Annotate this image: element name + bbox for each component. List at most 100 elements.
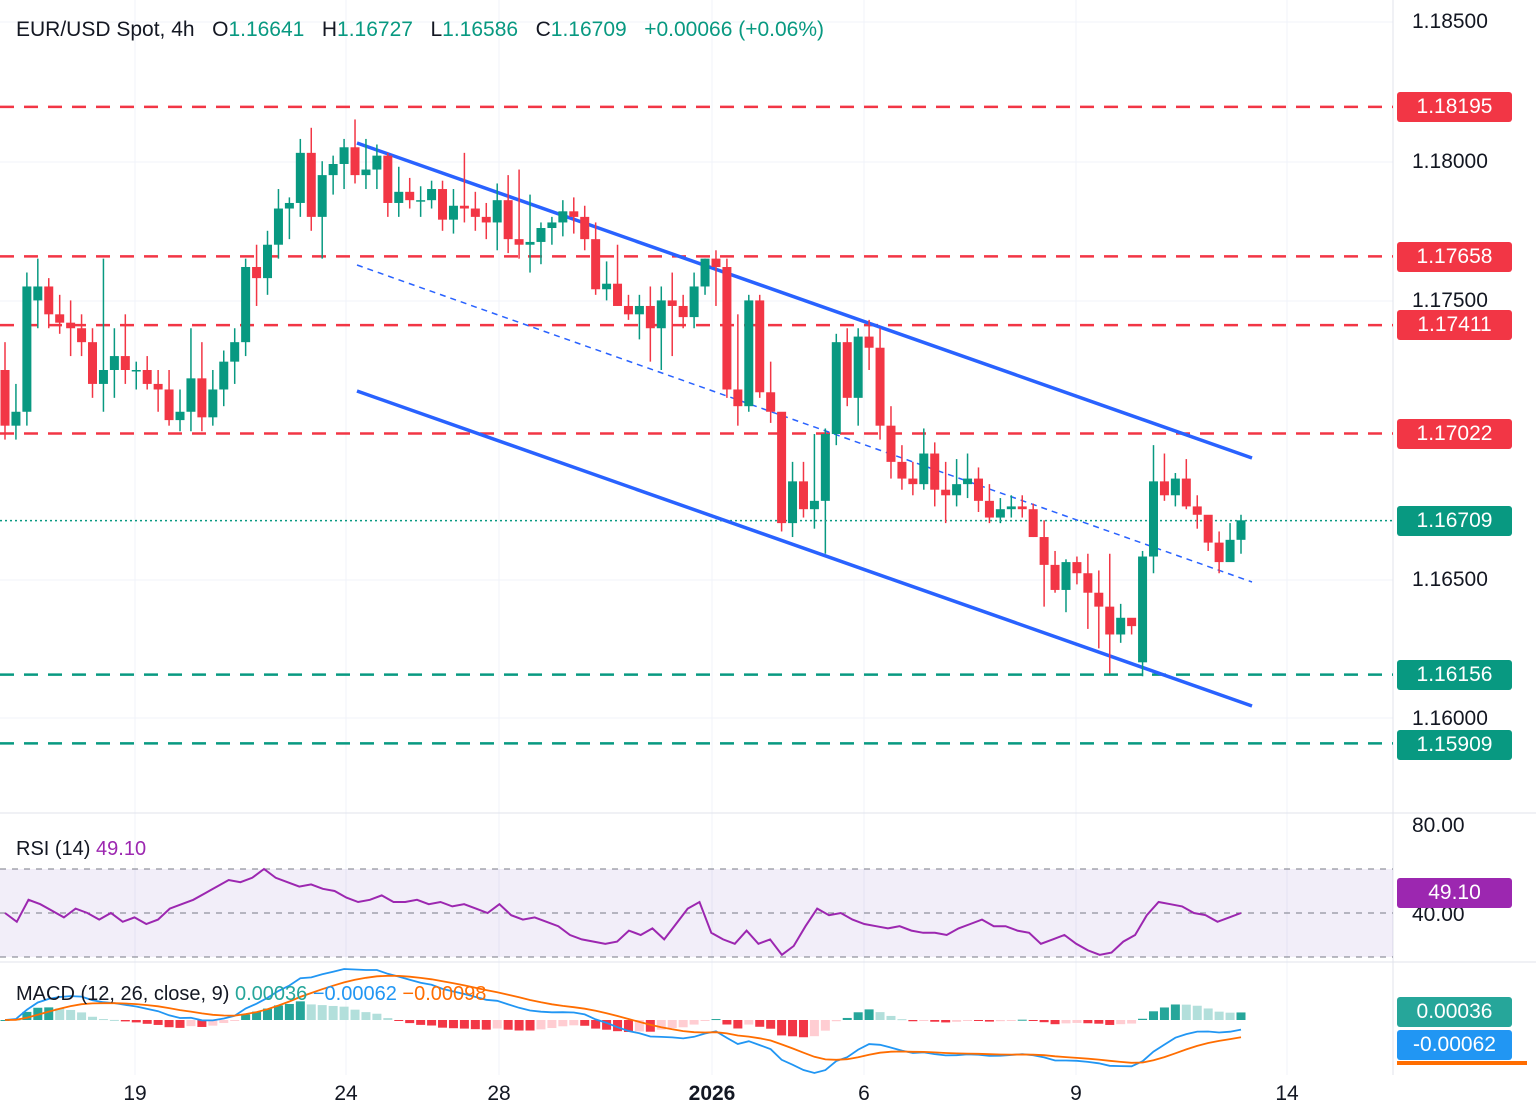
x-axis-label: 2026 [688,1082,736,1105]
close-value: 1.16709 [550,18,627,41]
macd-histogram-bar [186,1020,196,1027]
macd-histogram-bar [416,1020,426,1025]
candle-body [77,328,87,343]
macd-line-tag: -0.00062 [1397,1030,1512,1060]
candle-body [1138,556,1148,663]
x-axis-label: 9 [1070,1082,1082,1105]
candle-body [930,453,940,490]
candle-body [1028,509,1038,538]
candles [0,119,1246,677]
macd-histogram-bar [788,1020,798,1037]
candle-body [142,370,152,384]
candle-body [22,286,32,412]
candle-body [1236,520,1246,540]
candle-body [602,283,612,290]
macd-histogram-bar [208,1020,218,1026]
candle-body [700,258,710,287]
macd-histogram-bar [219,1020,229,1024]
macd-histogram-bar [700,1020,710,1021]
macd-histogram-bar [569,1020,579,1026]
symbol-label[interactable]: EUR/USD Spot, 4h [16,18,195,41]
macd-histogram-bar [689,1020,699,1025]
candle-body [11,411,21,426]
candle-body [372,155,382,170]
macd-histogram-bar [0,1020,10,1021]
macd-histogram-bar [908,1020,918,1022]
candle-body [908,478,918,485]
candle-body [1105,606,1115,635]
candle-body [1050,564,1060,590]
candle-body [755,300,765,393]
macd-histogram-bar [263,1008,273,1020]
macd-histogram-bar [777,1020,787,1036]
macd-histogram-bar [1236,1012,1246,1020]
macd-histogram-bar [1148,1011,1158,1020]
candle-body [831,342,841,435]
macd-histogram-bar [230,1020,240,1021]
change-value: +0.00066 (+0.06%) [644,18,825,41]
macd-histogram-bar [864,1009,874,1020]
candle-body [1181,478,1191,507]
candle-body [973,478,983,501]
horizontal-levels [0,105,1393,745]
candle-body [689,286,699,318]
candle-body [766,392,776,412]
macd-histogram-bar [886,1015,896,1020]
candle-body [842,342,852,398]
candle-body [241,266,251,343]
macd-histogram-bar [1116,1020,1126,1025]
candle-body [1039,537,1049,565]
macd-pane [0,968,1246,1074]
high-label: H [321,18,338,41]
candle-body [1192,506,1202,515]
x-axis-label: 14 [1275,1082,1299,1105]
high-value: 1.16727 [337,18,413,41]
macd-histogram-bar [1061,1020,1071,1024]
candle-body [88,342,98,384]
candle-body [1116,617,1126,635]
macd-histogram-bar [1214,1011,1224,1020]
price-axis-label: 1.17500 [1412,289,1488,312]
macd-histogram-bar [175,1020,185,1028]
rsi-legend: RSI (14) 49.10 [16,838,146,861]
macd-signal-line [4,974,1242,1064]
macd-histogram-bar [120,1020,130,1022]
macd-histogram-bar [1181,1004,1191,1020]
candle-body [853,336,863,398]
macd-histogram-bar [372,1013,382,1020]
candle-body [416,200,426,202]
candle-body [886,425,896,462]
rsi-tag: 49.10 [1397,878,1512,908]
chart-legend: EUR/USD Spot, 4h O1.16641 H1.16727 L1.16… [16,18,824,42]
candle-body [383,155,393,203]
macd-histogram-bar [470,1020,480,1030]
macd-histogram-bar [645,1020,655,1032]
macd-histogram-bar [809,1020,819,1037]
macd-histogram-bar [252,1011,262,1020]
macd-histogram-bar [1028,1020,1038,1021]
macd-histogram-bar [744,1020,754,1025]
macd-histogram-bar [831,1020,841,1022]
macd-histogram-bar [1039,1020,1049,1023]
macd-histogram-bar [1094,1020,1104,1024]
candle-body [667,300,677,306]
candle-body [1170,478,1180,496]
macd-histogram-bar [481,1020,491,1030]
price-axis-label: 1.16000 [1412,707,1488,730]
candle-body [66,322,76,329]
price-axis-label: 1.18500 [1412,10,1488,33]
resistance-tag: 1.17658 [1397,242,1512,272]
candle-body [339,147,349,164]
macd-histogram-bar [995,1020,1005,1022]
candle-body [427,189,437,201]
candle-body [1214,542,1224,563]
macd-histogram-bar [131,1020,141,1023]
low-value: 1.16586 [442,18,519,41]
macd-histogram-bar [44,1007,54,1020]
candle-body [809,500,819,510]
macd-histogram-bar [984,1020,994,1022]
macd-histogram-bar [591,1020,601,1029]
macd-hist-tag: 0.00036 [1397,997,1512,1027]
candle-body [405,191,415,201]
